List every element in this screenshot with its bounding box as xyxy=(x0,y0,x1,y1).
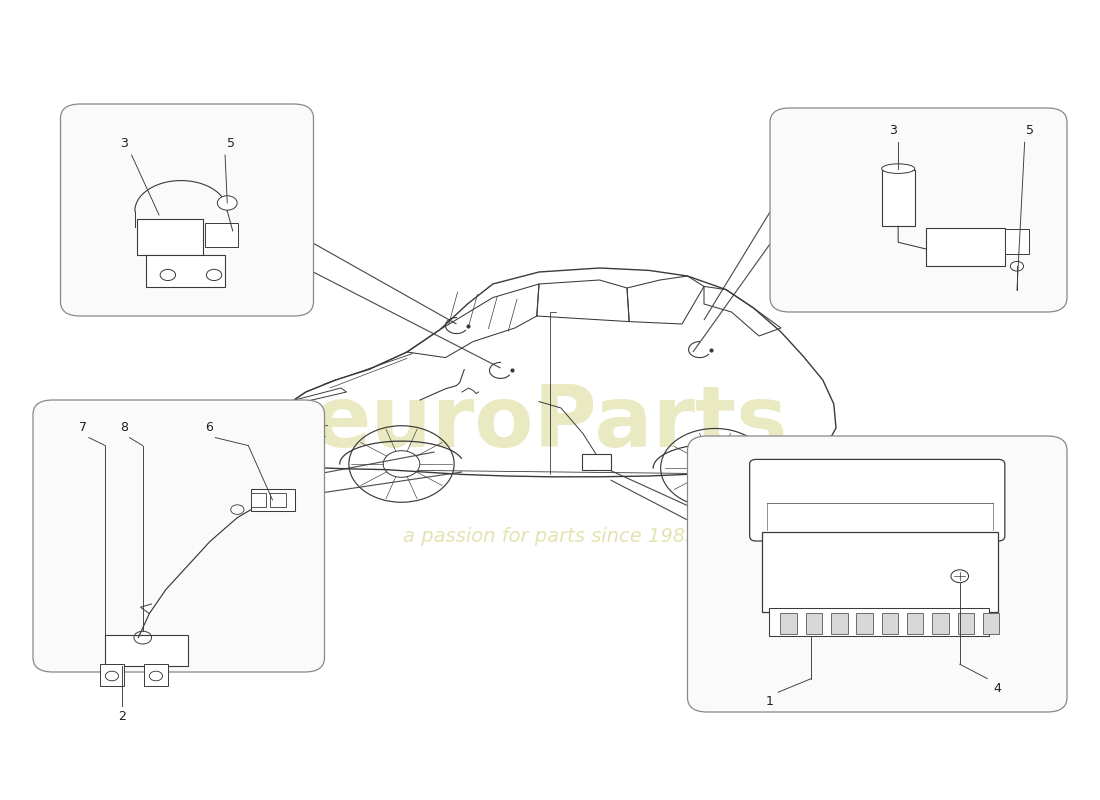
Circle shape xyxy=(218,196,238,210)
Text: 5: 5 xyxy=(227,137,234,150)
Bar xyxy=(206,223,239,247)
Bar xyxy=(271,493,286,507)
Text: 8: 8 xyxy=(120,422,128,434)
Bar xyxy=(100,664,124,686)
Bar xyxy=(957,613,975,634)
Bar xyxy=(781,613,796,634)
Bar xyxy=(882,170,915,226)
Text: 3: 3 xyxy=(120,137,128,150)
Text: 2: 2 xyxy=(118,710,125,722)
Ellipse shape xyxy=(882,164,915,174)
Bar xyxy=(983,613,999,634)
Circle shape xyxy=(1010,262,1023,271)
Bar xyxy=(882,613,898,634)
Bar xyxy=(251,489,295,511)
Bar xyxy=(856,613,873,634)
Bar xyxy=(251,493,266,507)
Bar xyxy=(146,255,226,287)
Bar xyxy=(805,613,823,634)
Text: 7: 7 xyxy=(79,422,87,434)
Bar xyxy=(906,613,924,634)
Bar xyxy=(761,532,999,612)
Text: a passion for parts since 1985: a passion for parts since 1985 xyxy=(403,526,697,546)
Bar xyxy=(144,664,168,686)
Bar xyxy=(832,613,848,634)
Bar xyxy=(1005,229,1030,254)
FancyBboxPatch shape xyxy=(60,104,314,316)
FancyBboxPatch shape xyxy=(770,108,1067,312)
Text: euroParts: euroParts xyxy=(312,382,788,466)
Bar xyxy=(770,608,990,636)
Bar xyxy=(106,635,188,666)
Circle shape xyxy=(950,570,968,582)
Text: 1: 1 xyxy=(766,694,773,707)
FancyBboxPatch shape xyxy=(33,400,324,672)
Bar xyxy=(582,454,610,470)
Bar xyxy=(933,613,948,634)
Bar xyxy=(926,228,1004,266)
Bar xyxy=(138,219,204,255)
Text: 4: 4 xyxy=(994,682,1002,694)
Text: 5: 5 xyxy=(1026,125,1034,138)
Text: 6: 6 xyxy=(205,422,212,434)
Text: 3: 3 xyxy=(889,125,896,138)
FancyBboxPatch shape xyxy=(688,436,1067,712)
FancyBboxPatch shape xyxy=(750,459,1005,541)
